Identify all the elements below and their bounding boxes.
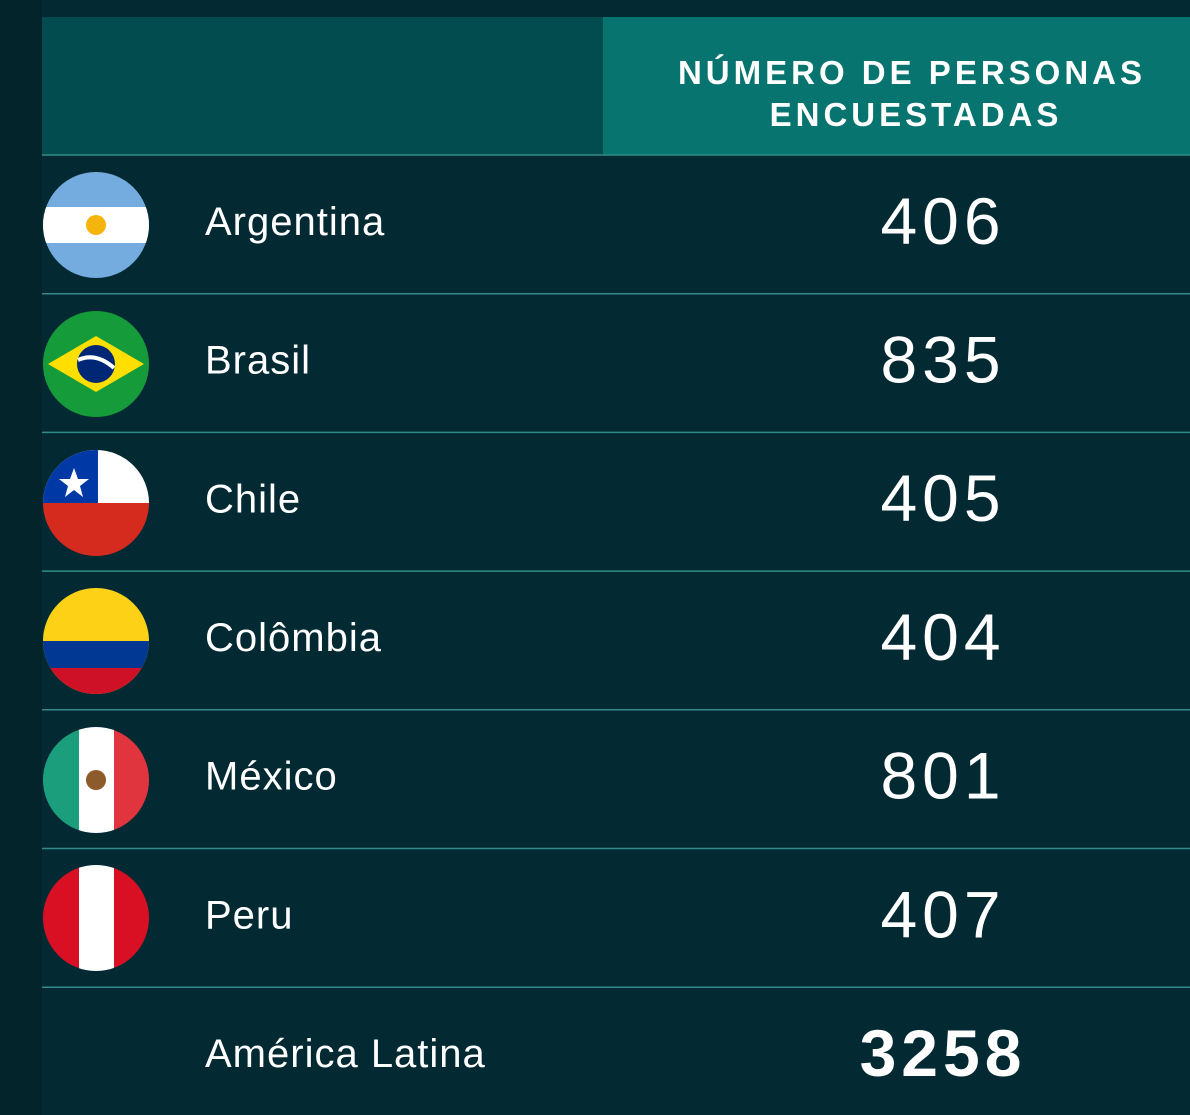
total-count: 3258 bbox=[860, 1016, 1027, 1090]
respondent-count: 407 bbox=[880, 877, 1005, 951]
left-strip bbox=[0, 0, 42, 1115]
flag-peru bbox=[43, 865, 149, 971]
respondent-count: 406 bbox=[880, 184, 1005, 258]
header-text: ENCUESTADAS bbox=[770, 96, 1063, 133]
country-name: Chile bbox=[205, 477, 301, 521]
country-name: Peru bbox=[205, 893, 294, 937]
respondent-count: 801 bbox=[880, 739, 1005, 813]
flag-chile bbox=[43, 450, 149, 556]
flag-argentina bbox=[43, 172, 149, 278]
country-name: Colômbia bbox=[205, 616, 382, 660]
respondent-count: 835 bbox=[880, 322, 1005, 396]
respondent-count: 404 bbox=[880, 600, 1005, 674]
country-name: México bbox=[205, 755, 338, 799]
country-name: Brasil bbox=[205, 339, 311, 383]
flag-brasil bbox=[43, 311, 149, 417]
flag-colombia bbox=[43, 588, 149, 694]
respondent-count: 405 bbox=[880, 461, 1005, 535]
total-label: América Latina bbox=[205, 1032, 486, 1076]
header-blank bbox=[42, 17, 603, 155]
header-text: NÚMERO DE PERSONAS bbox=[678, 54, 1146, 91]
header-cell bbox=[603, 17, 1190, 155]
flag-mexico bbox=[43, 727, 149, 833]
country-name: Argentina bbox=[205, 200, 385, 244]
